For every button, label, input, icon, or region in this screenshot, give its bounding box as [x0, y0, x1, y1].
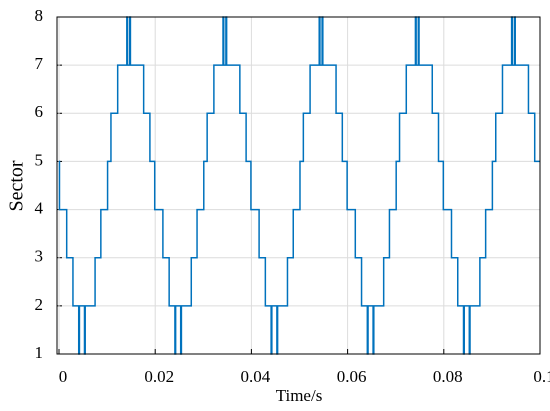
y-axis-label: Sector — [6, 160, 28, 211]
y-tick-label: 1 — [35, 343, 44, 362]
y-tick-label: 5 — [35, 150, 44, 169]
y-tick-label: 2 — [35, 295, 44, 314]
y-tick-label: 6 — [35, 102, 44, 121]
x-tick-label: 0.1 — [533, 367, 550, 386]
x-tick-label: 0.06 — [337, 367, 367, 386]
y-tick-label: 3 — [35, 247, 44, 266]
x-axis-label: Time/s — [276, 386, 323, 405]
x-tick-label: 0.08 — [433, 367, 463, 386]
x-tick-label: 0.04 — [241, 367, 271, 386]
y-tick-label: 4 — [35, 198, 44, 217]
x-tick-label: 0 — [59, 367, 68, 386]
plot-frame — [56, 16, 541, 355]
y-tick-label: 8 — [35, 6, 44, 25]
y-tick-label: 7 — [35, 54, 44, 73]
x-tick-label: 0.02 — [144, 367, 174, 386]
plot-area — [57, 17, 540, 354]
